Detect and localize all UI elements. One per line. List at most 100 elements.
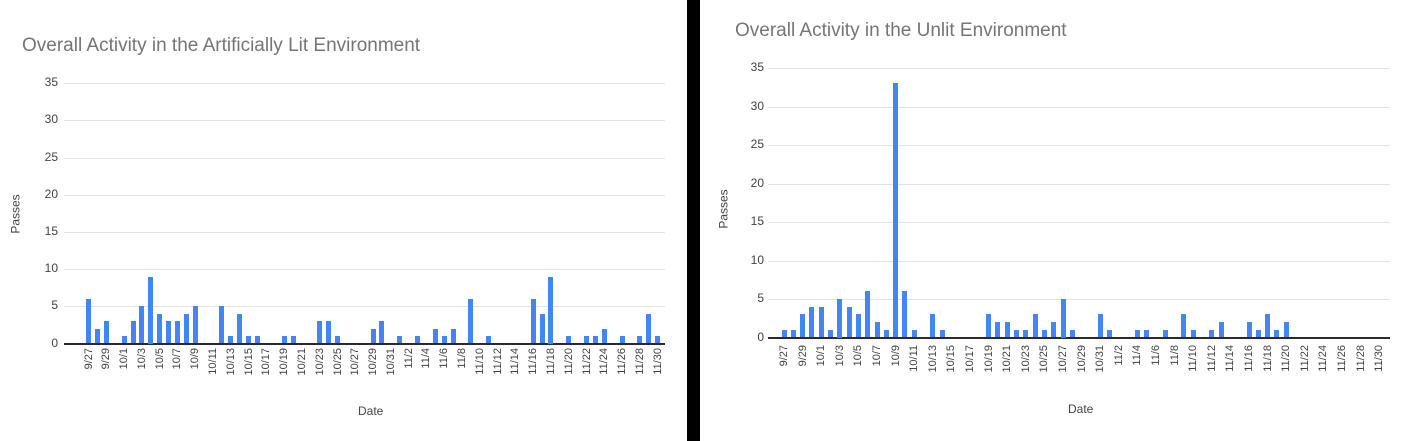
bar-11/16 (1246, 322, 1252, 338)
bar-10/1 (818, 306, 824, 338)
bar-11/16 (530, 298, 536, 344)
x-axis-baseline (768, 336, 1390, 339)
bar-10/7 (174, 321, 180, 344)
bar-11/20 (566, 336, 572, 344)
x-axis-baseline (64, 342, 665, 345)
gridline-20 (768, 183, 1390, 185)
chart-panel-artificially-lit: Overall Activity in the Artificially Lit… (0, 0, 687, 441)
bar-10/20 (995, 322, 1001, 338)
gridline-20 (64, 194, 665, 196)
gridline-5 (768, 299, 1390, 300)
x-tick-label-10/15: 10/15 (945, 345, 958, 373)
bar-10/2 (130, 321, 136, 344)
bar-11/9 (1181, 314, 1187, 338)
bar-11/10 (1190, 329, 1196, 338)
bar-10/4 (846, 306, 852, 338)
bar-10/29 (370, 328, 376, 344)
bar-10/8 (183, 313, 189, 344)
bar-10/3 (837, 299, 843, 338)
bar-11/22 (584, 336, 589, 344)
bar-10/4 (148, 276, 154, 344)
x-tick-label-10/25: 10/25 (1038, 345, 1051, 373)
bar-10/15 (246, 336, 252, 344)
gridline-30 (64, 120, 665, 122)
x-tick-label-10/19: 10/19 (278, 348, 291, 376)
bar-10/7 (874, 322, 880, 338)
x-tick-label-11/28: 11/28 (633, 348, 646, 375)
bar-10/26 (1051, 322, 1057, 338)
x-tick-label-9/29: 9/29 (100, 348, 113, 370)
bar-10/22 (1014, 329, 1019, 338)
gridline-10 (768, 260, 1390, 262)
x-tick-label-11/14: 11/14 (509, 348, 522, 375)
bar-10/5 (855, 314, 861, 338)
bar-10/3 (139, 306, 145, 344)
x-tick-label-11/10: 11/10 (1187, 345, 1200, 372)
x-tick-label-10/21: 10/21 (1001, 345, 1014, 373)
x-tick-label-11/8: 11/8 (456, 348, 468, 369)
x-tick-label-9/29: 9/29 (796, 345, 809, 367)
x-tick-label-10/21: 10/21 (295, 348, 308, 376)
x-tick-label-11/24: 11/24 (1317, 345, 1330, 372)
y-tick-label-0: 0 (51, 335, 58, 350)
gridline-30 (768, 106, 1390, 108)
y-tick-label-0: 0 (757, 329, 764, 344)
y-tick-label-5: 5 (757, 291, 764, 305)
x-tick-label-10/19: 10/19 (982, 345, 995, 373)
bar-9/29 (800, 314, 806, 338)
x-tick-label-11/2: 11/2 (402, 348, 415, 369)
x-tick-label-11/18: 11/18 (544, 348, 557, 375)
x-tick-label-11/26: 11/26 (1336, 345, 1348, 372)
bar-10/12 (219, 306, 225, 344)
y-tick-label-10: 10 (750, 252, 764, 267)
x-tick-label-11/28: 11/28 (1354, 345, 1367, 372)
bar-11/7 (450, 328, 456, 344)
x-tick-label-11/12: 11/12 (1205, 345, 1218, 372)
bar-11/13 (1218, 322, 1224, 338)
x-tick-label-11/20: 11/20 (1280, 345, 1293, 372)
bar-11/12 (1209, 329, 1215, 338)
x-tick-label-11/6: 11/6 (438, 348, 451, 369)
bar-10/13 (228, 336, 234, 344)
bar-10/23 (317, 321, 323, 344)
x-tick-label-11/14: 11/14 (1224, 345, 1237, 372)
chart-panel-unlit: Overall Activity in the Unlit Environmen… (700, 0, 1407, 441)
x-tick-label-11/16: 11/16 (1243, 345, 1255, 372)
x-tick-label-10/23: 10/23 (313, 348, 326, 376)
y-tick-label-25: 25 (44, 149, 58, 164)
x-tick-label-10/11: 10/11 (207, 348, 219, 375)
bar-10/8 (883, 329, 889, 338)
x-tick-label-10/7: 10/7 (171, 348, 184, 370)
bar-9/30 (809, 306, 815, 338)
gridline-35 (768, 68, 1390, 69)
x-tick-label-10/23: 10/23 (1019, 345, 1032, 373)
bar-11/17 (1255, 329, 1261, 338)
x-tick-label-9/27: 9/27 (778, 345, 790, 367)
y-tick-label-15: 15 (750, 214, 764, 228)
x-tick-label-11/4: 11/4 (420, 348, 433, 369)
gridline-10 (64, 269, 665, 271)
chart-title-unlit: Overall Activity in the Unlit Environmen… (735, 20, 1067, 41)
bar-10/23 (1023, 329, 1029, 338)
x-tick-label-11/30: 11/30 (651, 348, 664, 375)
bar-10/19 (986, 314, 992, 338)
bar-10/25 (335, 336, 340, 344)
x-tick-label-10/9: 10/9 (189, 348, 202, 370)
x-tick-label-10/5: 10/5 (153, 348, 166, 370)
bar-10/24 (326, 321, 332, 344)
bar-10/24 (1032, 314, 1038, 338)
x-tick-label-10/15: 10/15 (242, 348, 255, 376)
bar-11/11 (486, 336, 492, 344)
x-tick-label-10/31: 10/31 (1094, 345, 1107, 373)
bar-10/6 (166, 321, 171, 344)
bar-10/31 (1097, 314, 1103, 338)
bar-11/18 (1265, 314, 1271, 338)
chart-title-artificially-lit: Overall Activity in the Artificially Lit… (22, 35, 421, 56)
bar-10/9 (192, 306, 198, 344)
bar-10/27 (1060, 299, 1066, 338)
bar-9/27 (781, 329, 787, 338)
x-tick-label-10/13: 10/13 (224, 348, 237, 376)
y-tick-label-30: 30 (750, 98, 764, 113)
bar-10/6 (865, 291, 871, 338)
bar-11/1 (1107, 329, 1112, 338)
